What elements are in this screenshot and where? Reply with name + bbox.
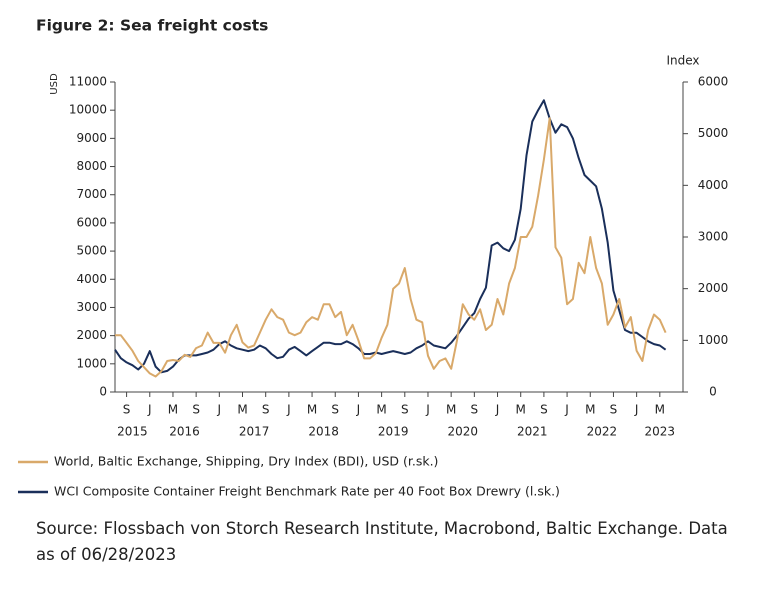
x-tick-label: J <box>634 403 639 417</box>
y-tick-label: 3000 <box>76 300 107 314</box>
y2-tick-label: 0 <box>709 385 717 399</box>
year-label: 2016 <box>169 425 200 439</box>
x-tick-label: M <box>585 403 595 417</box>
legend-label: WCI Composite Container Freight Benchmar… <box>54 484 560 499</box>
x-tick-label: M <box>655 403 665 417</box>
y2-tick-label: 2000 <box>698 281 729 295</box>
x-tick-label: J <box>564 403 569 417</box>
y-tick-label: 8000 <box>76 159 107 173</box>
x-tick-label: J <box>217 403 222 417</box>
year-label: 2018 <box>308 425 339 439</box>
x-tick-label: J <box>495 403 500 417</box>
year-label: 2021 <box>517 425 548 439</box>
y-tick-label: 10000 <box>69 103 107 117</box>
y-tick-label: 11000 <box>69 75 107 89</box>
y2-tick-label: 4000 <box>698 178 729 192</box>
y-tick-label: 5000 <box>76 244 107 258</box>
x-tick-label: M <box>446 403 456 417</box>
x-tick-label: M <box>516 403 526 417</box>
year-label: 2019 <box>378 425 409 439</box>
y-tick-label: 2000 <box>76 328 107 342</box>
year-label: 2022 <box>587 425 618 439</box>
y-axis-label: USD <box>49 73 60 95</box>
x-tick-label: J <box>286 403 291 417</box>
x-tick-label: S <box>123 403 131 417</box>
y2-tick-label: 1000 <box>698 333 729 347</box>
source-note: Source: Flossbach von Storch Research In… <box>36 519 728 564</box>
year-label: 2015 <box>117 425 148 439</box>
x-tick-label: S <box>471 403 479 417</box>
y2-axis-label: Index <box>666 54 699 68</box>
x-tick-label: M <box>376 403 386 417</box>
x-tick-label: S <box>610 403 618 417</box>
x-tick-label: J <box>425 403 430 417</box>
x-tick-label: S <box>331 403 339 417</box>
series-line <box>115 117 667 378</box>
y-tick-label: 4000 <box>76 272 107 286</box>
y2-tick-label: 6000 <box>698 75 729 89</box>
y2-tick-label: 5000 <box>698 126 729 140</box>
year-label: 2023 <box>645 425 676 439</box>
year-label: 2017 <box>239 425 270 439</box>
x-tick-label: M <box>237 403 247 417</box>
y-tick-label: 0 <box>99 385 107 399</box>
chart-title: Figure 2: Sea freight costs <box>36 17 268 35</box>
y-tick-label: 9000 <box>76 131 107 145</box>
x-tick-label: M <box>307 403 317 417</box>
y-tick-label: 7000 <box>76 187 107 201</box>
x-tick-label: S <box>401 403 409 417</box>
legend-label: World, Baltic Exchange, Shipping, Dry In… <box>54 454 438 469</box>
y-tick-label: 6000 <box>76 215 107 229</box>
year-label: 2020 <box>447 425 478 439</box>
x-tick-label: S <box>262 403 270 417</box>
x-tick-label: J <box>147 403 152 417</box>
x-tick-label: M <box>168 403 178 417</box>
x-tick-label: S <box>192 403 200 417</box>
series-line <box>114 99 667 374</box>
x-tick-label: S <box>540 403 548 417</box>
x-tick-label: J <box>356 403 361 417</box>
y2-tick-label: 3000 <box>698 230 729 244</box>
y-tick-label: 1000 <box>76 356 107 370</box>
